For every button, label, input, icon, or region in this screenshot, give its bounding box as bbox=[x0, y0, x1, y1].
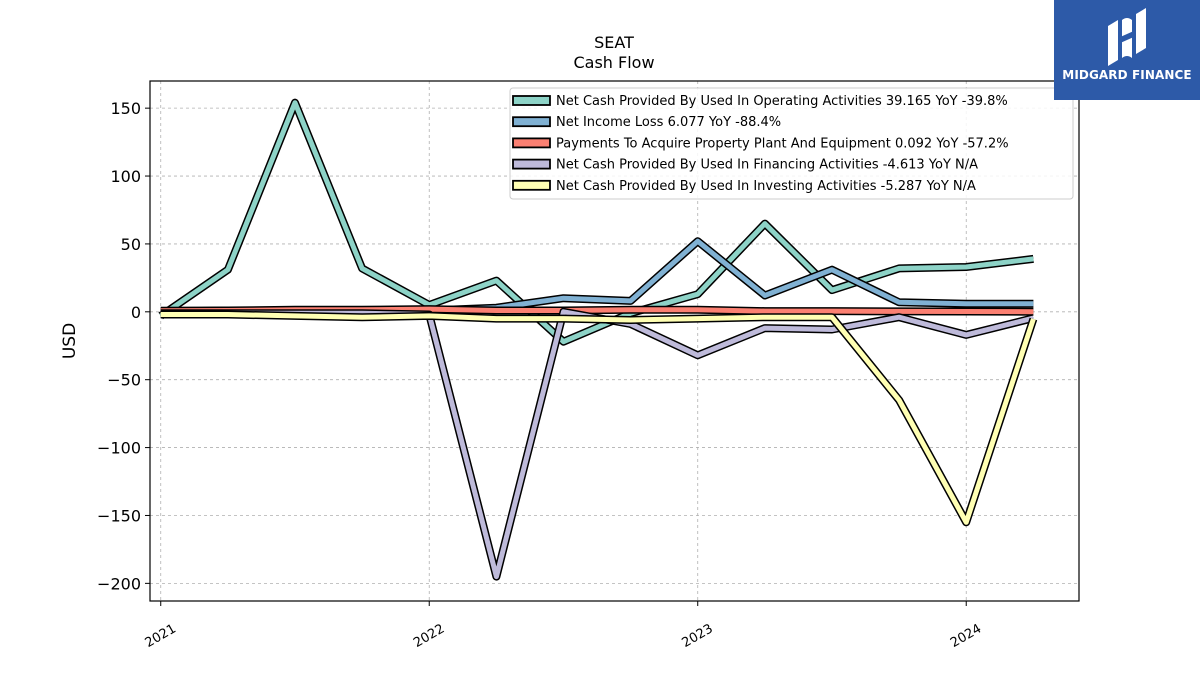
legend-label: Payments To Acquire Property Plant And E… bbox=[556, 136, 1009, 151]
series-line bbox=[159, 100, 1034, 345]
series-line-outline bbox=[160, 307, 1035, 581]
legend-swatch bbox=[512, 137, 551, 149]
legend-swatch bbox=[512, 158, 551, 170]
y-tick-label: −100 bbox=[97, 439, 141, 458]
legend-swatch bbox=[512, 116, 551, 128]
plot-frame bbox=[149, 80, 1080, 602]
x-tick-label: 2022 bbox=[411, 621, 447, 651]
y-tick-label: 100 bbox=[110, 167, 141, 186]
y-tick-label: 0 bbox=[131, 303, 141, 322]
legend-swatch bbox=[512, 179, 551, 191]
brand-logo: MIDGARD FINANCE bbox=[1054, 0, 1200, 100]
y-tick-label: −50 bbox=[107, 371, 141, 390]
y-axis-label: USD bbox=[60, 323, 80, 359]
legend: Net Cash Provided By Used In Operating A… bbox=[509, 87, 1074, 200]
legend-label: Net Income Loss 6.077 YoY -88.4% bbox=[556, 115, 781, 130]
midgard-logo-icon bbox=[1108, 8, 1146, 66]
y-tick-label: 150 bbox=[110, 99, 141, 118]
y-axis: 150 100 50 0 −50 −100 −150 −200 bbox=[97, 99, 150, 593]
series-lines bbox=[158, 98, 1038, 581]
legend-label: Net Cash Provided By Used In Financing A… bbox=[556, 158, 978, 173]
series-line bbox=[160, 309, 1035, 580]
x-tick-label: 2024 bbox=[948, 621, 984, 651]
x-tick-label: 2023 bbox=[680, 621, 716, 651]
series-line bbox=[160, 238, 1034, 315]
x-tick-label: 2021 bbox=[143, 621, 179, 651]
chart-title: SEAT bbox=[594, 33, 634, 52]
series-2 bbox=[160, 237, 1034, 316]
series-5 bbox=[160, 310, 1038, 527]
y-tick-label: 50 bbox=[121, 235, 141, 254]
legend-swatch bbox=[512, 95, 551, 106]
series-line bbox=[160, 312, 1036, 525]
y-tick-label: −150 bbox=[97, 506, 141, 525]
series-line-outline bbox=[160, 310, 1038, 527]
legend-label: Net Cash Provided By Used In Investing A… bbox=[556, 179, 976, 194]
x-axis: 2021 2022 2023 2024 bbox=[143, 601, 984, 651]
legend-box bbox=[509, 87, 1074, 200]
legend-label: Net Cash Provided By Used In Operating A… bbox=[556, 94, 1008, 109]
brand-name: MIDGARD FINANCE bbox=[1062, 68, 1192, 82]
chart-subtitle: Cash Flow bbox=[573, 53, 654, 72]
series-1 bbox=[158, 98, 1034, 346]
series-4 bbox=[160, 307, 1035, 581]
y-tick-label: −200 bbox=[97, 574, 141, 593]
